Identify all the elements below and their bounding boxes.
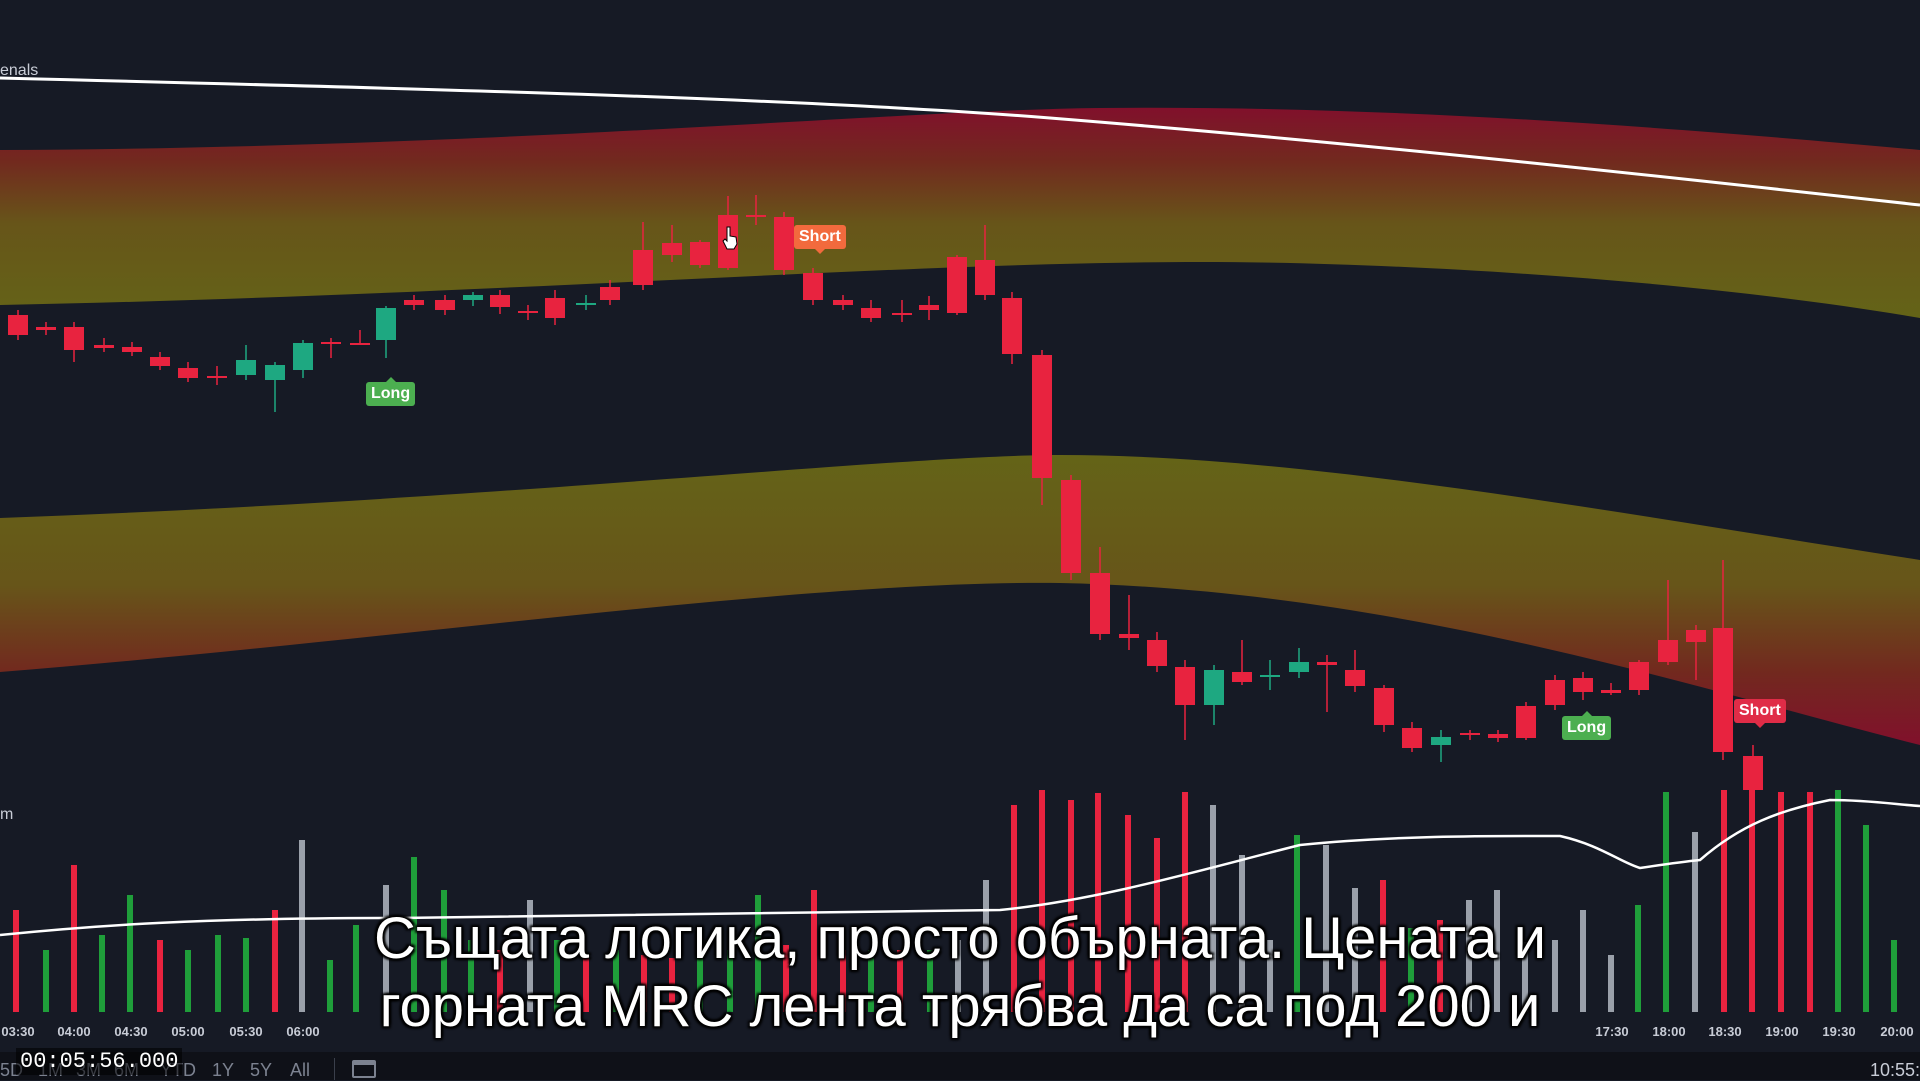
candle (1431, 737, 1451, 745)
candle (376, 308, 396, 340)
candle (1686, 630, 1706, 642)
candle (8, 315, 28, 335)
candle (1090, 573, 1110, 634)
candle (122, 347, 142, 352)
range-button-1y[interactable]: 1Y (212, 1060, 234, 1081)
candle (1002, 298, 1022, 354)
range-button-5y[interactable]: 5Y (250, 1060, 272, 1081)
candle (600, 287, 620, 300)
calendar-icon[interactable] (352, 1060, 376, 1078)
candle (1573, 678, 1593, 692)
candle (1345, 670, 1365, 686)
candle (947, 257, 967, 313)
range-button-all[interactable]: All (290, 1060, 310, 1081)
candle (435, 300, 455, 310)
candle (1061, 480, 1081, 573)
toolbar-divider (334, 1058, 335, 1080)
hand-cursor-icon (722, 226, 740, 250)
candle (1374, 688, 1394, 725)
candle (1147, 640, 1167, 666)
video-subtitle: Същата логика, просто обърната. Цената и… (0, 905, 1920, 1041)
candle (576, 303, 596, 305)
long-signal-label: Long (1562, 716, 1611, 740)
candle (490, 295, 510, 307)
volume-pane-title: m (0, 806, 13, 824)
candle (803, 273, 823, 300)
candle (1175, 667, 1195, 705)
subtitle-line-2: горната MRC лента трябва да са под 200 и (0, 973, 1920, 1041)
candle (150, 357, 170, 366)
video-timecode: 00:05:56.000 (16, 1048, 182, 1075)
candle (463, 295, 483, 300)
main-pane-title: enals (0, 62, 38, 80)
candle (662, 243, 682, 255)
candle (36, 327, 56, 330)
short-signal-label: Short (1734, 699, 1786, 723)
candle (690, 242, 710, 265)
candle (178, 368, 198, 378)
candle (1488, 734, 1508, 738)
candle (321, 342, 341, 344)
candle (64, 327, 84, 350)
candle (265, 365, 285, 380)
candle (94, 345, 114, 348)
candle (1545, 680, 1565, 705)
candle (350, 343, 370, 345)
candle (1460, 733, 1480, 735)
candle (1232, 672, 1252, 682)
candle (236, 360, 256, 375)
candle (293, 343, 313, 370)
candle (1260, 675, 1280, 677)
candle (1317, 662, 1337, 665)
candle (892, 313, 912, 315)
candle (1119, 634, 1139, 638)
candle (919, 305, 939, 310)
candle (518, 311, 538, 313)
subtitle-line-1: Същата логика, просто обърната. Цената и (0, 905, 1920, 973)
candle (404, 300, 424, 305)
candle (207, 376, 227, 378)
bottom-toolbar (0, 1052, 1920, 1080)
candle (1658, 640, 1678, 662)
candle (774, 217, 794, 270)
candle (975, 260, 995, 295)
candle (633, 250, 653, 285)
candle (1601, 690, 1621, 693)
clock-readout: 10:55: (1870, 1060, 1920, 1081)
candle (1289, 662, 1309, 672)
candle (746, 215, 766, 217)
candle (1713, 628, 1733, 752)
candle (1032, 355, 1052, 478)
candle (833, 300, 853, 305)
candle (1629, 662, 1649, 690)
candle (545, 298, 565, 318)
candle (1204, 670, 1224, 705)
candle (1743, 756, 1763, 790)
candle (1516, 706, 1536, 738)
long-signal-label: Long (366, 382, 415, 406)
short-signal-label: Short (794, 225, 846, 249)
candle (1402, 728, 1422, 748)
candle (861, 308, 881, 318)
